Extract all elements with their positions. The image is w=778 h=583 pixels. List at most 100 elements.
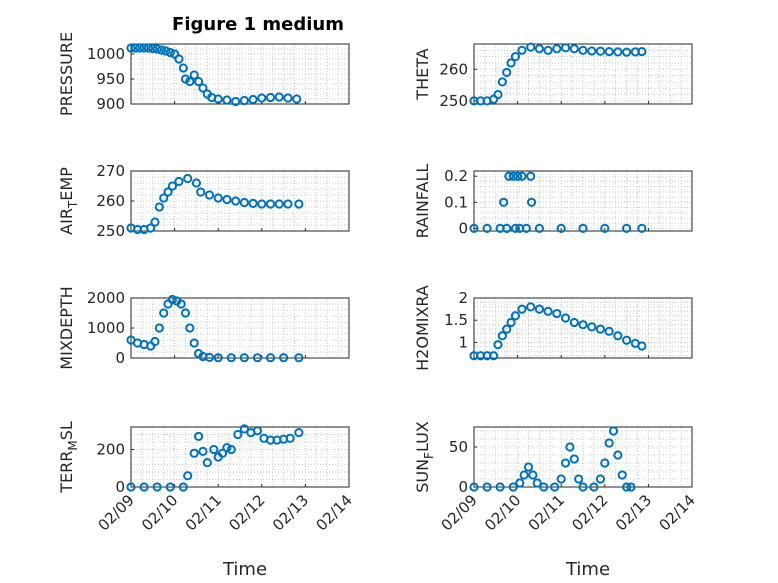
data-point [578,482,588,492]
data-point [574,474,584,484]
data-point [482,482,492,492]
data-point [526,42,536,52]
data-point [167,294,178,305]
axes-theta: 250 260 THETA [413,42,693,110]
axes-rainfall: 0 0.1 0.2 RAINFALL [413,164,693,238]
data-point [497,331,507,341]
data-point [539,482,549,492]
x-tick-label: 02/12 [568,491,611,534]
data-point [150,217,160,227]
data-point [213,94,223,104]
data-point [637,341,647,351]
data-point [469,482,479,492]
axes-frame [473,426,693,488]
data-point [510,311,521,321]
y-axis-label: MIXDEPTH [57,286,76,369]
data-point [294,199,304,209]
data-point [146,223,156,233]
data-point [252,353,263,363]
data-point [152,482,162,492]
data-point [265,92,276,103]
axes-airtemp: 250 260 270 AIRTEMP [57,162,350,240]
data-point [600,458,610,468]
data-point [189,70,199,80]
data-point [502,324,512,334]
data-point [523,462,534,472]
data-point [622,47,632,57]
y-axis-label: TERRMSL [57,421,80,494]
data-point [578,223,588,233]
data-point [506,58,516,68]
data-point [156,45,167,55]
data-point [489,351,499,361]
data-point [569,454,579,464]
y-tick-label: 950 [96,70,125,88]
axes-frame [473,43,693,105]
y-tick-label: 260 [96,192,125,210]
x-tick-label: 02/09 [438,491,481,534]
data-point [222,95,232,105]
data-point [226,353,236,363]
data-point [159,308,169,318]
y-axis-label: AIRTEMP [57,167,80,235]
data-point [239,353,249,363]
axes-h2omixra: 1 1.5 2 H2OMIXRA [413,285,693,371]
y-tick-label: 0.1 [444,193,468,211]
data-point [499,197,509,207]
data-point [135,43,145,53]
y-tick-label: 200 [96,441,125,459]
x-tick-label: 02/14 [656,491,699,534]
y-tick-label: 0 [458,219,468,237]
data-point [239,95,249,106]
data-point [283,93,293,103]
data-point [622,223,632,233]
data-point [217,448,228,458]
data-point [204,352,215,362]
x-tick-label: 02/14 [313,491,356,534]
data-point [528,470,538,480]
data-point [265,353,276,363]
data-point [233,429,243,440]
y-tick-label: 1.5 [444,311,468,329]
data-point [587,46,597,56]
data-point [604,46,614,57]
data-point [183,471,193,481]
data-point [560,458,571,468]
data-point [152,44,162,54]
data-point [174,176,184,187]
data-point [292,94,302,104]
data-point [595,46,606,56]
data-point [174,54,184,64]
data-point [595,324,606,334]
data-point [222,194,232,205]
y-tick-label: 0 [115,478,125,496]
x-tick-label: 02/13 [269,491,312,534]
data-point [587,322,597,332]
y-tick-label: 50 [449,438,468,456]
data-point [578,45,588,55]
data-point [560,313,571,323]
y-tick-label: 900 [96,95,125,113]
data-point [180,308,191,318]
data-point [613,331,623,341]
x-tick-label: 02/09 [95,491,138,534]
data-point [239,424,249,434]
data-point [248,198,258,208]
data-point [176,299,186,309]
data-point [274,92,284,102]
data-point [222,443,232,453]
data-point [560,43,571,53]
data-point [189,448,199,458]
data-point [257,199,267,209]
data-point [161,46,171,56]
data-point [265,199,276,209]
data-point [578,320,588,330]
axes-mixdepth: 0 1000 2000 MIXDEPTH [57,286,350,370]
data-point [508,482,518,492]
data-point [550,482,560,492]
data-point [497,77,507,87]
data-point [502,223,512,233]
data-point [294,428,304,438]
data-point [213,193,223,203]
